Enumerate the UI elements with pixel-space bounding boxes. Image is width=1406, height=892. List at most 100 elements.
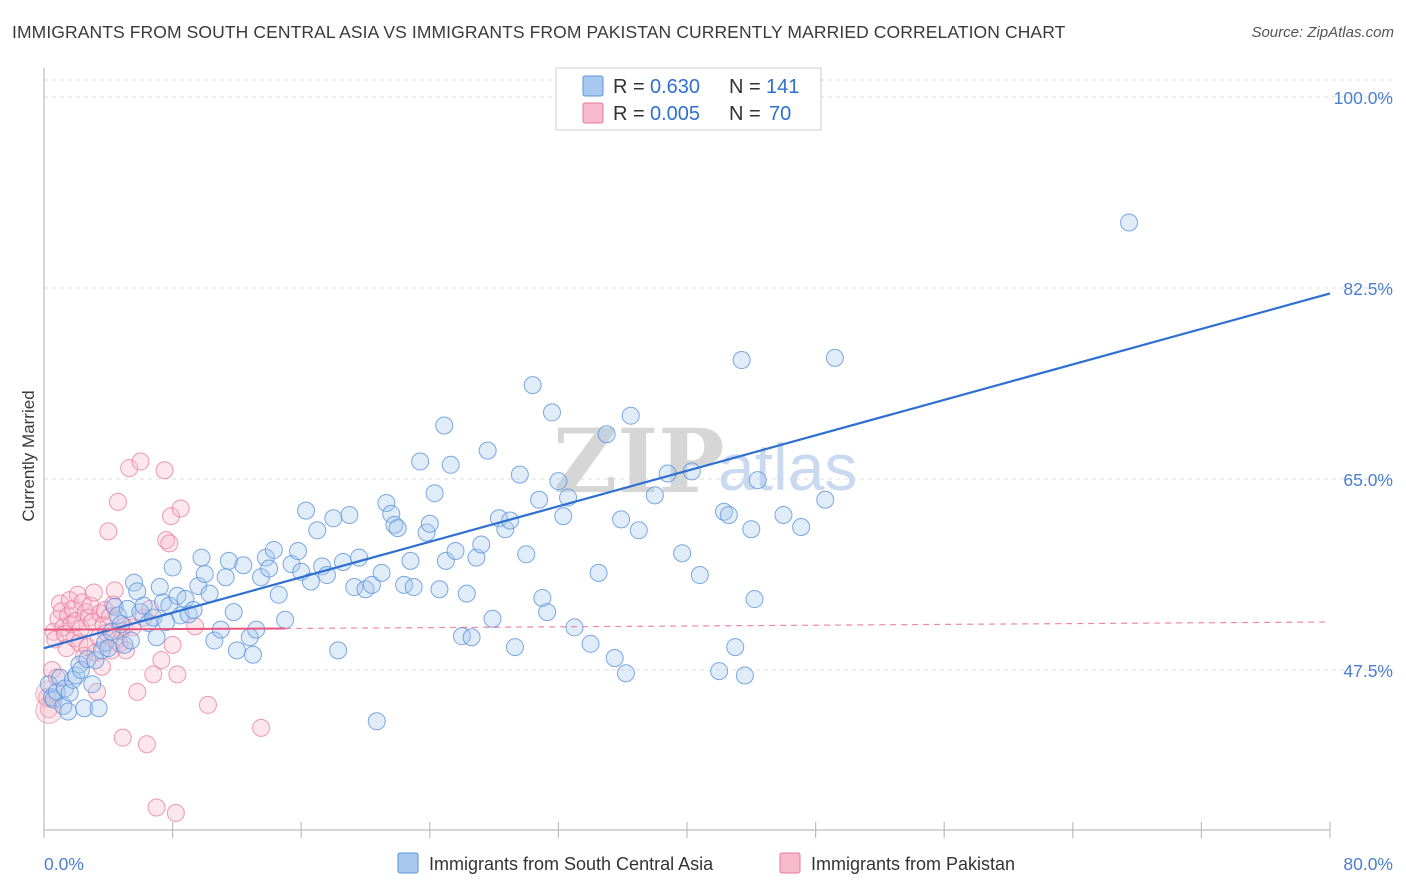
pakistan-point [163,635,182,654]
pakistan-point [137,735,156,754]
y-tick-label: 82.5% [1343,279,1393,299]
y-tick-label: 100.0% [1334,88,1393,108]
pakistan-point [144,665,163,684]
south-central-asia-point [621,406,640,425]
pakistan-point [161,507,180,526]
south-central-asia-point [719,506,738,525]
south-central-asia-point [147,628,166,647]
pakistan-point [113,728,132,747]
south-central-asia-point [745,590,764,609]
south-central-asia-point [457,584,476,603]
x-tick-max: 80.0% [1343,854,1393,874]
pakistan-point [105,581,124,600]
south-central-asia-point [205,631,224,650]
south-central-asia-point [75,699,94,718]
trend-line-south-central-asia [43,292,1331,650]
south-central-asia-point [483,609,502,628]
south-central-asia-point [505,638,524,657]
south-central-asia-point [1120,213,1139,232]
south-central-asia-point [792,518,811,537]
south-central-asia-point [605,648,624,667]
south-central-asia-point [372,563,391,582]
legend-r-label-2: R = [613,103,645,125]
legend-n-value-1: 141 [766,76,799,98]
south-central-asia-point [401,551,420,570]
y-axis-label: Currently Married [19,390,38,521]
south-central-asia-point [530,490,549,509]
south-central-asia-point [472,535,491,554]
south-central-asia-point [825,348,844,367]
south-central-asia-point [774,506,793,525]
pakistan-point [171,499,190,518]
south-central-asia-point [612,510,631,529]
south-central-asia-point [690,566,709,585]
south-central-asia-point [329,641,348,660]
south-central-asia-point [377,494,396,513]
south-central-asia-point [269,585,288,604]
south-central-asia-point [324,509,343,528]
south-central-asia-point [714,502,733,521]
south-central-asia-point [367,712,386,731]
south-central-asia-point [735,666,754,685]
pakistan-point [92,657,111,676]
south-central-asia-point [297,501,316,520]
pakistan-point [62,615,81,634]
south-central-asia-point [184,600,203,619]
watermark-atlas: atlas [718,430,857,504]
watermark: ZIP atlas [553,409,857,513]
legend-bottom-label-1: Immigrants from South Central Asia [429,854,714,874]
south-central-asia-point [276,610,295,629]
y-tick-label: 65.0% [1343,470,1393,490]
south-central-asia-point [234,556,253,575]
south-central-asia-point [420,514,439,533]
south-central-asia-point [260,559,279,578]
south-central-asia-point [742,520,761,539]
south-central-asia-point [96,633,115,652]
trend-line-pakistan [43,627,286,631]
pakistan-point [120,459,139,478]
south-central-asia-point [216,568,235,587]
pakistan-point [157,531,176,550]
pakistan-point [152,651,171,670]
south-central-asia-point [517,545,536,564]
south-central-asia-point [83,675,102,694]
legend-bottom-swatch-blue [397,852,419,874]
south-central-asia-point [554,507,573,526]
south-central-asia-point [308,521,327,540]
south-central-asia-point [411,452,430,471]
south-central-asia-point [441,455,460,474]
south-central-asia-point [597,425,616,444]
south-central-asia-point [616,664,635,683]
trend-line-pakistan-extension [285,621,1331,630]
south-central-asia-point [89,699,108,718]
x-tick-min: 0.0% [44,854,84,874]
south-central-asia-point [150,578,169,597]
south-central-asia-point [288,542,307,561]
legend-bottom-swatch-pink [779,852,801,874]
south-central-asia-point [533,588,552,607]
south-central-asia-point [565,618,584,637]
south-central-asia-point [404,578,423,597]
south-central-asia-point [510,465,529,484]
legend-n-label-2: N = [729,103,761,125]
legend-r-value-2: 0.005 [650,103,700,125]
south-central-asia-point [224,603,243,622]
south-central-asia-point [436,551,455,570]
south-central-asia-point [301,572,320,591]
south-central-asia-point [732,351,751,370]
south-central-asia-point [816,490,835,509]
south-central-asia-point [163,558,182,577]
chart-title: IMMIGRANTS FROM SOUTH CENTRAL ASIA VS IM… [12,22,1066,42]
south-central-asia-point [645,486,664,505]
watermark-zip: ZIP [553,409,725,513]
south-central-asia-point [227,641,246,660]
pakistan-point [108,492,127,511]
pakistan-point [147,798,166,817]
pakistan-point [131,452,150,471]
south-central-asia-point [385,515,404,534]
south-central-asia-point [340,506,359,525]
pakistan-point [168,665,187,684]
south-central-asia-point [549,472,568,491]
south-central-asia-point [121,631,140,650]
